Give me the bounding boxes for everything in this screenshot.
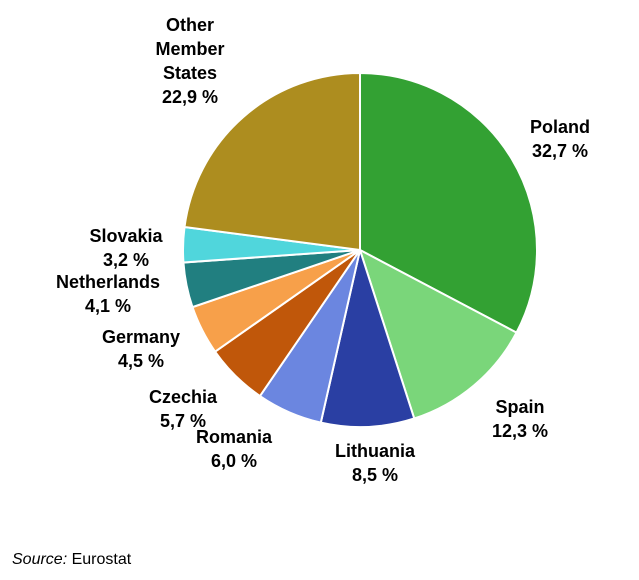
slice-value-label-other-member-states: 22,9 %: [162, 87, 218, 107]
pie-slice-other-member-states: [183, 71, 361, 252]
slice-value-label-lithuania: 8,5 %: [352, 465, 398, 485]
slice-name-label-czechia: Czechia: [149, 387, 218, 407]
slice-value-label-poland: 32,7 %: [532, 141, 588, 161]
source-prefix: Source:: [12, 551, 68, 568]
pie-slice-lithuania: [319, 246, 416, 428]
slice-name-label-other-member-states: Other: [166, 15, 214, 35]
pie-slices: [182, 71, 538, 428]
slice-value-label-slovakia: 3,2 %: [103, 250, 149, 270]
slice-name-label-other-member-states: Member: [155, 39, 224, 59]
source-text: Eurostat: [71, 551, 132, 568]
slice-value-label-czechia: 5,7 %: [160, 411, 206, 431]
slice-value-label-romania: 6,0 %: [211, 451, 257, 471]
pie-slice-spain: [358, 247, 518, 420]
slice-value-label-germany: 4,5 %: [118, 351, 164, 371]
slice-name-label-other-member-states: States: [163, 63, 217, 83]
slice-name-label-lithuania: Lithuania: [335, 441, 416, 461]
pie-slice-poland: [359, 71, 538, 335]
slice-name-label-romania: Romania: [196, 427, 273, 447]
slice-name-label-netherlands: Netherlands: [56, 272, 160, 292]
slice-name-label-germany: Germany: [102, 327, 180, 347]
slice-value-label-netherlands: 4,1 %: [85, 296, 131, 316]
slice-value-label-spain: 12,3 %: [492, 421, 548, 441]
slice-name-label-spain: Spain: [495, 397, 544, 417]
slice-name-label-slovakia: Slovakia: [89, 226, 163, 246]
slice-name-label-poland: Poland: [530, 117, 590, 137]
source-note: Source: Eurostat: [12, 551, 131, 569]
pie-labels: Poland 32,7 % Spain 12,3 % Lithuania 8,5 % Rom…: [56, 15, 590, 485]
